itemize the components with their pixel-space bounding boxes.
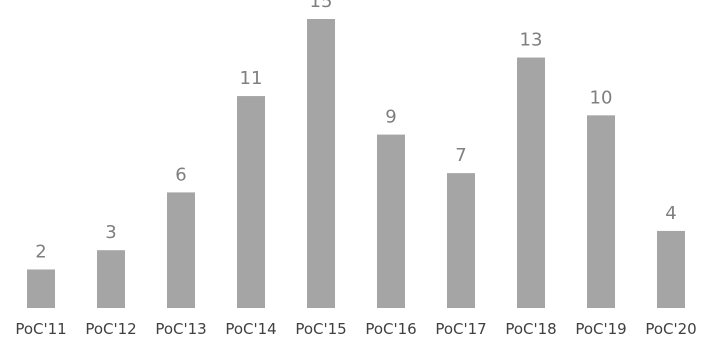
data-label: 9 <box>385 107 396 128</box>
bar-PoC'13 <box>167 192 195 308</box>
bar-PoC'11 <box>27 269 55 308</box>
bar-PoC'12 <box>97 250 125 308</box>
data-label: 13 <box>520 30 543 51</box>
data-label: 15 <box>310 0 333 12</box>
data-label: 11 <box>240 68 263 89</box>
x-tick-label: PoC'18 <box>505 320 556 338</box>
data-label: 4 <box>665 203 676 224</box>
data-label: 2 <box>35 241 46 262</box>
x-tick-label: PoC'13 <box>155 320 206 338</box>
x-tick-label: PoC'19 <box>575 320 626 338</box>
bar-PoC'14 <box>237 96 265 308</box>
data-labels-group: 2 3 6 11 15 9 7 13 10 4 <box>35 0 676 262</box>
x-tick-label: PoC'20 <box>645 320 696 338</box>
x-tick-label: PoC'11 <box>15 320 66 338</box>
bar-PoC'16 <box>377 134 405 308</box>
bar-PoC'19 <box>587 115 615 308</box>
data-label: 10 <box>590 87 613 108</box>
category-labels-group: PoC'11 PoC'12 PoC'13 PoC'14 PoC'15 PoC'16 PoC'… <box>15 320 696 338</box>
bar-PoC'15 <box>307 19 335 308</box>
bars-group <box>27 19 685 309</box>
bar-PoC'18 <box>517 57 545 309</box>
data-label: 7 <box>455 145 466 166</box>
data-label: 6 <box>175 164 186 185</box>
bar-PoC'17 <box>447 173 475 308</box>
x-tick-label: PoC'17 <box>435 320 486 338</box>
x-tick-label: PoC'12 <box>85 320 136 338</box>
x-tick-label: PoC'15 <box>295 320 346 338</box>
bar-PoC'20 <box>657 230 685 308</box>
data-label: 3 <box>105 222 116 243</box>
x-tick-label: PoC'14 <box>225 320 276 338</box>
x-tick-label: PoC'16 <box>365 320 416 338</box>
